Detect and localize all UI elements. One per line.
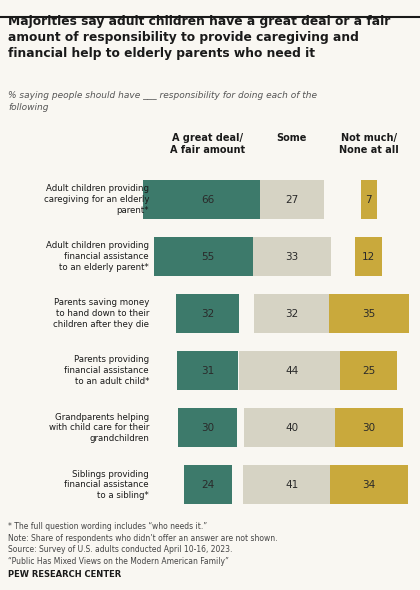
Text: 41: 41 — [285, 480, 299, 490]
Text: PEW RESEARCH CENTER: PEW RESEARCH CENTER — [8, 571, 122, 579]
Text: Adult children providing
caregiving for an elderly
parent*: Adult children providing caregiving for … — [44, 184, 149, 215]
Text: 34: 34 — [362, 480, 375, 490]
FancyBboxPatch shape — [178, 408, 237, 447]
Text: 44: 44 — [285, 366, 299, 376]
Text: % saying people should have ___ responsibility for doing each of the
following: % saying people should have ___ responsi… — [8, 91, 318, 112]
FancyBboxPatch shape — [154, 237, 262, 276]
FancyBboxPatch shape — [340, 351, 397, 390]
Text: 33: 33 — [285, 252, 299, 261]
FancyBboxPatch shape — [252, 237, 331, 276]
Text: 24: 24 — [201, 480, 215, 490]
Text: Parents saving money
to hand down to their
children after they die: Parents saving money to hand down to the… — [53, 299, 149, 329]
FancyBboxPatch shape — [243, 466, 341, 504]
FancyBboxPatch shape — [355, 237, 383, 276]
Text: Not much/
None at all: Not much/ None at all — [339, 133, 399, 155]
Text: Siblings providing
financial assistance
to a sibling*: Siblings providing financial assistance … — [65, 470, 149, 500]
Text: 30: 30 — [362, 423, 375, 432]
Text: 25: 25 — [362, 366, 375, 376]
FancyBboxPatch shape — [244, 408, 340, 447]
Text: 31: 31 — [201, 366, 215, 376]
Text: Some: Some — [277, 133, 307, 143]
Text: 32: 32 — [201, 309, 215, 319]
Text: Parents providing
financial assistance
to an adult child*: Parents providing financial assistance t… — [65, 355, 149, 386]
Text: 35: 35 — [362, 309, 375, 319]
Text: 32: 32 — [285, 309, 299, 319]
Text: A great deal/
A fair amount: A great deal/ A fair amount — [171, 133, 245, 155]
Text: 66: 66 — [201, 195, 215, 205]
Text: 27: 27 — [285, 195, 299, 205]
Text: 30: 30 — [201, 423, 215, 432]
Text: 7: 7 — [365, 195, 372, 205]
Text: 55: 55 — [201, 252, 215, 261]
Text: Grandparents helping
with child care for their
grandchildren: Grandparents helping with child care for… — [49, 412, 149, 443]
FancyBboxPatch shape — [176, 294, 239, 333]
FancyBboxPatch shape — [143, 180, 273, 219]
FancyBboxPatch shape — [361, 180, 377, 219]
FancyBboxPatch shape — [254, 294, 330, 333]
Text: 40: 40 — [285, 423, 299, 432]
Text: * The full question wording includes “who needs it.”
Note: Share of respondents : * The full question wording includes “wh… — [8, 522, 278, 565]
Text: Majorities say adult children have a great deal or a fair
amount of responsibili: Majorities say adult children have a gre… — [8, 15, 391, 60]
FancyBboxPatch shape — [239, 351, 344, 390]
FancyBboxPatch shape — [184, 466, 231, 504]
FancyBboxPatch shape — [330, 466, 407, 504]
FancyBboxPatch shape — [260, 180, 324, 219]
Text: Adult children providing
financial assistance
to an elderly parent*: Adult children providing financial assis… — [46, 241, 149, 272]
Text: 12: 12 — [362, 252, 375, 261]
FancyBboxPatch shape — [329, 294, 409, 333]
FancyBboxPatch shape — [177, 351, 239, 390]
FancyBboxPatch shape — [335, 408, 403, 447]
